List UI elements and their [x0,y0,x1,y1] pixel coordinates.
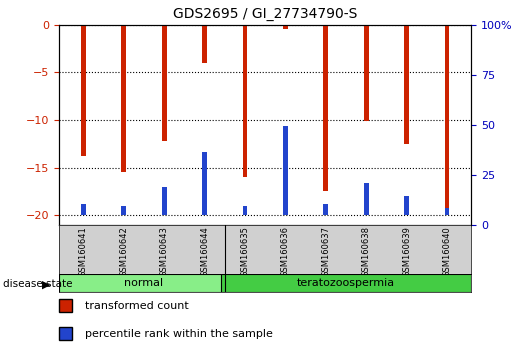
Text: transformed count: transformed count [85,301,188,310]
Bar [323,204,328,215]
Bar [323,25,328,192]
Text: GSM160643: GSM160643 [160,226,169,277]
Text: ▶: ▶ [42,279,50,289]
Text: teratozoospermia: teratozoospermia [297,278,395,288]
Bar [283,126,288,215]
Text: GSM160641: GSM160641 [79,226,88,277]
Text: GSM160639: GSM160639 [402,226,411,277]
Bar [202,153,207,215]
Text: GSM160644: GSM160644 [200,226,209,277]
Text: disease state: disease state [3,279,72,289]
Bar [404,196,409,215]
Bar [444,25,450,209]
Bar [81,204,86,215]
Bar [364,183,369,215]
Text: GSM160642: GSM160642 [119,226,128,277]
Bar [364,25,369,121]
Text: GSM160637: GSM160637 [321,226,330,277]
Bar [162,25,167,141]
Bar [162,187,167,215]
Bar [122,206,126,215]
Title: GDS2695 / GI_27734790-S: GDS2695 / GI_27734790-S [173,7,357,21]
Bar [81,25,86,156]
Bar [122,25,126,172]
Text: GSM160635: GSM160635 [241,226,250,277]
Text: normal: normal [125,278,164,288]
Bar [243,25,247,177]
Text: GSM160638: GSM160638 [362,226,371,277]
Text: percentile rank within the sample: percentile rank within the sample [85,329,273,339]
Bar [444,208,450,215]
Text: GSM160640: GSM160640 [442,226,452,277]
Bar [404,25,409,144]
Bar [283,25,288,29]
Bar [59,274,229,292]
Bar [243,206,247,215]
Bar [221,274,471,292]
Text: GSM160636: GSM160636 [281,226,290,277]
Bar [202,25,207,63]
